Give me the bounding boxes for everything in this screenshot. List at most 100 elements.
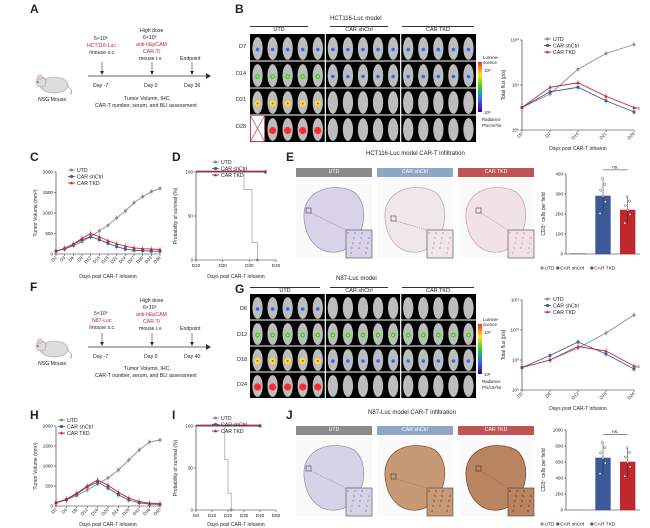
ihc-cell [448,242,450,244]
data-point [546,297,549,301]
legend-label: CAR shCtrl [553,43,579,49]
bli-signal [451,47,456,52]
legend-label: CAR TKD [594,522,616,528]
x-tick-label: D30 [135,255,145,265]
x-axis-label: Days post CAR-T infusion [549,406,607,412]
data-point [520,105,524,109]
data-point [158,438,162,442]
mouse-label-f: NSG Mouse [38,361,67,367]
bli-row-label: D7 [239,44,247,50]
data-point [625,446,629,449]
significance-label: ns. [612,165,618,170]
data-point [114,241,119,246]
legend-label: UTD [553,297,564,303]
legend-swatch [590,522,594,526]
bli-signal [377,334,380,336]
x-tick-label: D27 [126,255,136,265]
bli-signal [422,334,425,336]
bli-signal [286,386,289,388]
data-point [546,37,549,41]
bli-signal [362,334,364,336]
ihc-zoom-line [395,478,428,489]
chart-d-survival: 0 50 100 D10 D20 D30 D40 Days post CAR-T infusi… [173,160,281,280]
bli-mouse [372,375,384,397]
data-point [115,216,119,220]
ihc-images-j [296,436,535,517]
ihc-cell [515,495,517,497]
data-point [116,490,121,494]
x-tick-label: D0 [50,507,58,515]
bli-signal [467,334,470,336]
bli-signal [300,47,305,52]
data-point [69,181,74,185]
bli-mouse [433,91,444,114]
data-point [214,423,217,426]
bli-mouse [327,91,338,114]
bli-signal [271,75,274,78]
bli-image-grid-b [250,34,476,142]
day1-f: Day -7 [93,354,109,360]
ihc-zoom-box [475,465,482,472]
x-tick-label: D28 [626,131,636,141]
data-point [64,497,69,501]
bli-signal [436,74,441,79]
bli-row-label: D24 [237,382,248,388]
y-axis-label: CD3⁺ cells per field [541,448,547,491]
data-point [95,478,100,482]
ihc-cell [435,232,437,234]
data-point [213,173,218,177]
ihc-cell [347,490,349,492]
bli-radiance-g: Radiance [482,379,501,384]
data-point [148,440,152,444]
legend-label: CAR TKD [67,431,90,437]
bli-row-label: D28 [236,124,247,130]
data-point [576,344,580,348]
bli-group-tkd-g: CAR TKD [402,287,474,294]
bli-signal [331,74,335,79]
panel-letter-a: A [30,2,39,16]
data-point [70,175,73,178]
ihc-cell [449,237,451,239]
bli-mouse [448,91,459,114]
data-point [601,194,605,198]
data-point [576,80,580,85]
day1-a: Day -7 [93,83,109,89]
bli-signal [286,360,289,362]
data-point [97,229,101,233]
bli-mouse [433,118,444,141]
x-tick-label: D9 [76,255,84,263]
ihc-inset [345,229,373,259]
survival-curve [196,171,258,260]
legend-label: UTD [553,37,564,43]
ihc-cell [435,490,437,492]
bli-mouse [357,297,369,319]
ihc-cell [523,490,525,492]
ihc-inset [507,487,535,517]
endpoint-a: Endpoint [180,56,201,62]
chart-j-bar: 0 200 400 600 800 1000 CD3⁺ cells per field ns.… [540,428,640,528]
data-point [625,195,629,199]
bli-colorbar-b [478,62,482,112]
data-point [106,239,110,243]
bli-signal [421,47,426,52]
bli-mouse [342,375,354,397]
ihc-zoom-box [390,473,397,480]
ihc-cell [360,495,362,497]
assess1-f: Tumor Volumn, IHC, [124,366,171,372]
bli-signal [451,359,456,363]
bli-signal [256,386,259,388]
x-tick-label: D14 [570,131,580,141]
y-tick-label: 800 [555,444,563,449]
data-point [599,188,602,192]
legend-swatch [590,266,594,270]
bli-mouse [357,91,369,114]
ihc-cell [446,510,448,512]
legend-label: UTD [221,160,232,166]
x-tick-label: D12 [570,391,580,401]
bli-signal [421,359,426,363]
bli-signal [376,74,380,79]
data-point [628,213,632,216]
ihc-cell [530,495,532,497]
ihc-cell [441,495,443,497]
timeline-f [88,333,211,350]
